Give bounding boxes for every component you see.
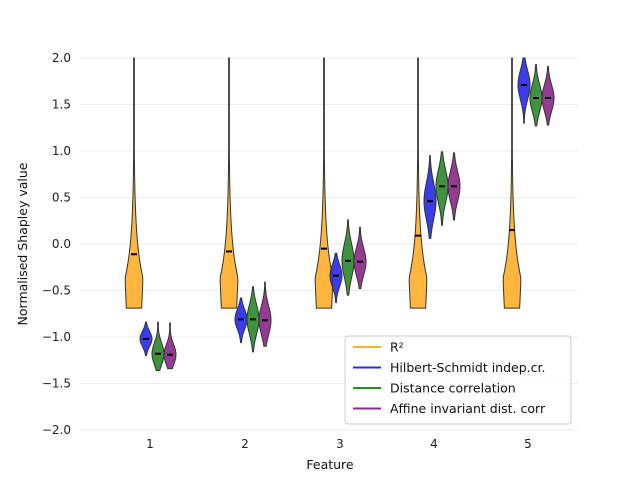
violin-r2-feature-5	[502, 57, 522, 309]
legend-label: Affine invariant dist. corr	[390, 401, 546, 416]
violin-dcor-feature-1	[151, 321, 165, 371]
violin-r2-feature-3	[314, 57, 334, 309]
y-tick-label: −1.5	[42, 377, 71, 391]
x-tick-label: 2	[241, 437, 249, 451]
violin-hsic-feature-4	[423, 155, 437, 239]
y-tick-label: 2.0	[52, 51, 71, 65]
violin-r2-feature-2	[219, 57, 239, 309]
y-tick-label: 0.5	[52, 191, 71, 205]
y-tick-label: −1.0	[42, 330, 71, 344]
legend-label: Distance correlation	[390, 381, 516, 396]
x-axis-label: Feature	[306, 457, 354, 472]
violin-r2-feature-1	[124, 57, 144, 309]
x-tick-label: 4	[430, 437, 438, 451]
y-tick-label: 1.0	[52, 144, 71, 158]
violin-aidc-feature-2	[258, 281, 272, 347]
violin-aidc-feature-1	[163, 322, 177, 370]
violin-dcor-feature-5	[529, 64, 543, 127]
violin-aidc-feature-3	[353, 226, 367, 290]
legend-label: Hilbert-Schmidt indep.cr.	[390, 360, 545, 375]
violins	[124, 57, 555, 371]
violin-dcor-feature-4	[435, 151, 449, 226]
violin-r2-feature-4	[408, 57, 428, 309]
violin-hsic-feature-3	[329, 252, 343, 304]
y-axis-ticks: −2.0 −1.5 −1.0 −0.5 0.0 0.5 1.0 1.5 2.0	[42, 51, 71, 437]
violin-dcor-feature-3	[341, 219, 355, 296]
legend: R² Hilbert-Schmidt indep.cr. Distance corr…	[344, 335, 572, 425]
violin-aidc-feature-5	[541, 65, 555, 126]
x-tick-label: 1	[146, 437, 154, 451]
x-axis-ticks: 1 2 3 4 5	[146, 437, 532, 451]
y-tick-label: 1.5	[52, 98, 71, 112]
x-tick-label: 5	[524, 437, 532, 451]
y-axis-label: Normalised Shapley value	[15, 162, 30, 325]
grid-lines	[80, 57, 578, 431]
legend-label: R²	[390, 340, 404, 355]
y-tick-label: 0.0	[52, 237, 71, 251]
x-tick-label: 3	[336, 437, 344, 451]
legend-box	[344, 335, 572, 425]
y-tick-label: −0.5	[42, 284, 71, 298]
violin-hsic-feature-5	[517, 57, 531, 124]
y-tick-label: −2.0	[42, 423, 71, 437]
